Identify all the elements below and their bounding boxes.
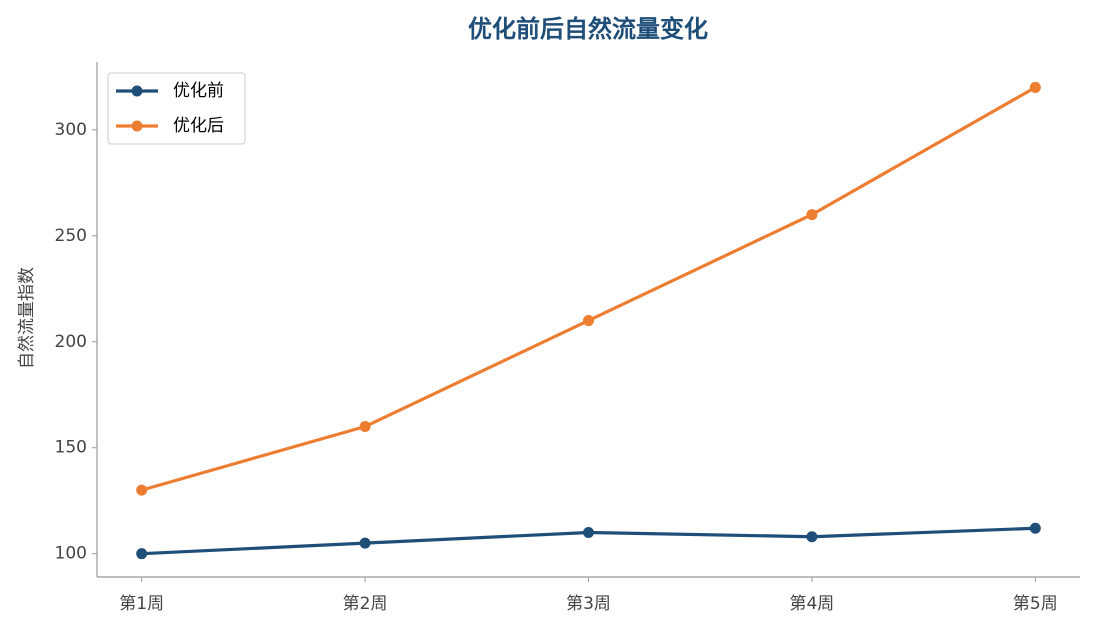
x-tick-label: 第4周: [789, 594, 834, 614]
legend-label: 优化后: [173, 116, 224, 136]
point: [1029, 81, 1041, 93]
chart-title: 优化前后自然流量变化: [468, 15, 708, 43]
y-tick-label: 300: [55, 120, 87, 140]
point: [583, 526, 594, 538]
legend-marker: [131, 120, 143, 132]
legend-label: 优化前: [173, 81, 224, 101]
point: [136, 484, 148, 496]
x-tick-label: 第1周: [119, 594, 164, 614]
x-tick-label: 第5周: [1013, 594, 1058, 614]
point: [359, 421, 371, 433]
point: [806, 531, 818, 543]
x-tick-label: 第2周: [343, 594, 388, 614]
y-tick-label: 200: [55, 332, 87, 352]
point: [1029, 522, 1041, 534]
y-tick-label: 100: [55, 544, 87, 564]
x-tick-label: 第3周: [566, 594, 611, 614]
y-tick-label: 150: [55, 438, 87, 458]
legend-marker: [131, 85, 143, 97]
y-tick-label: 250: [55, 226, 87, 246]
y-axis-label: 自然流量指数: [17, 267, 37, 369]
point: [583, 315, 594, 327]
point: [136, 548, 148, 560]
point: [359, 537, 371, 549]
line: [141, 86, 1037, 492]
point: [806, 209, 818, 221]
